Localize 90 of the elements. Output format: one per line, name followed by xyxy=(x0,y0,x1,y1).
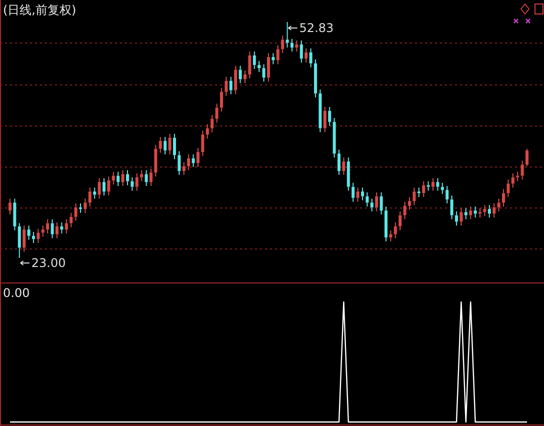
candlestick xyxy=(84,198,87,214)
candlestick xyxy=(178,150,181,176)
candlestick xyxy=(192,154,195,168)
candlestick xyxy=(154,144,158,178)
text: 0.00 xyxy=(3,286,30,300)
candlestick xyxy=(375,192,378,212)
candlestick xyxy=(196,148,200,168)
candlestick xyxy=(201,130,204,156)
candlestick xyxy=(144,170,148,187)
candlestick xyxy=(309,48,312,68)
candlestick xyxy=(130,176,134,192)
candlestick xyxy=(332,117,336,158)
annotation: 23.00 xyxy=(31,256,66,270)
candlestick xyxy=(488,204,491,218)
candlestick xyxy=(74,202,78,222)
candlestick xyxy=(27,225,30,240)
candlestick xyxy=(446,186,449,204)
candlestick xyxy=(267,52,270,82)
candlestick xyxy=(366,192,369,208)
candlestick xyxy=(511,172,514,188)
candlestick xyxy=(497,198,500,212)
candlestick xyxy=(338,149,340,176)
candlestick xyxy=(272,52,275,65)
candlestick xyxy=(370,198,374,212)
candlestick xyxy=(295,40,298,52)
candlestick xyxy=(46,218,50,234)
candlestick xyxy=(304,48,308,64)
candlestick xyxy=(187,154,190,171)
candlestick xyxy=(107,176,110,196)
candlestick xyxy=(244,70,246,84)
candlestick xyxy=(346,157,350,192)
candlestick xyxy=(93,187,96,200)
candlestick xyxy=(380,192,383,215)
candlestick xyxy=(164,136,167,155)
candlestick xyxy=(286,22,289,48)
candlestick xyxy=(206,124,209,140)
candlestick xyxy=(135,172,138,192)
candlestick xyxy=(520,160,524,180)
candlestick xyxy=(88,187,92,208)
candlestick xyxy=(290,38,294,52)
candlestick xyxy=(220,87,223,112)
candlestick xyxy=(492,202,496,218)
candlestick xyxy=(22,225,26,252)
candlestick xyxy=(248,51,252,79)
candlestick xyxy=(79,202,82,214)
candlestick xyxy=(140,170,144,182)
candlestick xyxy=(526,148,528,167)
candlestick xyxy=(506,179,510,198)
candlestick xyxy=(352,182,355,202)
candlestick xyxy=(281,35,284,54)
candlestick xyxy=(384,206,388,242)
chart-title: (日线,前复权) xyxy=(3,3,76,17)
candlestick xyxy=(356,187,360,202)
candlestick xyxy=(224,76,228,96)
candlestick xyxy=(102,178,106,196)
candlestick xyxy=(150,168,152,187)
candlestick xyxy=(70,212,73,228)
candlestick xyxy=(32,231,35,244)
candlestick xyxy=(502,188,505,208)
candlestick xyxy=(412,187,416,206)
candlestick xyxy=(417,187,420,198)
candlestick xyxy=(328,106,332,126)
candlestick xyxy=(13,198,16,231)
candlestick xyxy=(342,157,346,176)
candlestick xyxy=(98,178,101,200)
candlestick xyxy=(36,228,40,244)
candlestick xyxy=(60,222,64,234)
candlestick xyxy=(41,225,44,238)
candlestick xyxy=(432,178,434,192)
candlestick xyxy=(276,44,280,65)
candlestick xyxy=(474,206,477,218)
candlestick xyxy=(389,230,392,242)
candlestick xyxy=(455,210,458,226)
candlestick xyxy=(158,136,162,154)
candlestick xyxy=(262,64,266,82)
candlestick xyxy=(8,198,12,215)
candlestick xyxy=(314,58,317,98)
candlestick xyxy=(258,60,261,73)
candlestick xyxy=(436,178,440,192)
candlestick xyxy=(478,208,482,218)
candlestick xyxy=(440,182,444,194)
candlestick xyxy=(483,204,486,217)
candlestick xyxy=(460,208,463,226)
annotation: 52.83 xyxy=(299,21,334,35)
candlestick xyxy=(398,210,402,231)
candlestick xyxy=(18,222,21,258)
candlestick xyxy=(64,218,68,234)
candlestick xyxy=(121,170,124,187)
candlestick xyxy=(252,51,256,70)
candlestick xyxy=(300,40,303,64)
